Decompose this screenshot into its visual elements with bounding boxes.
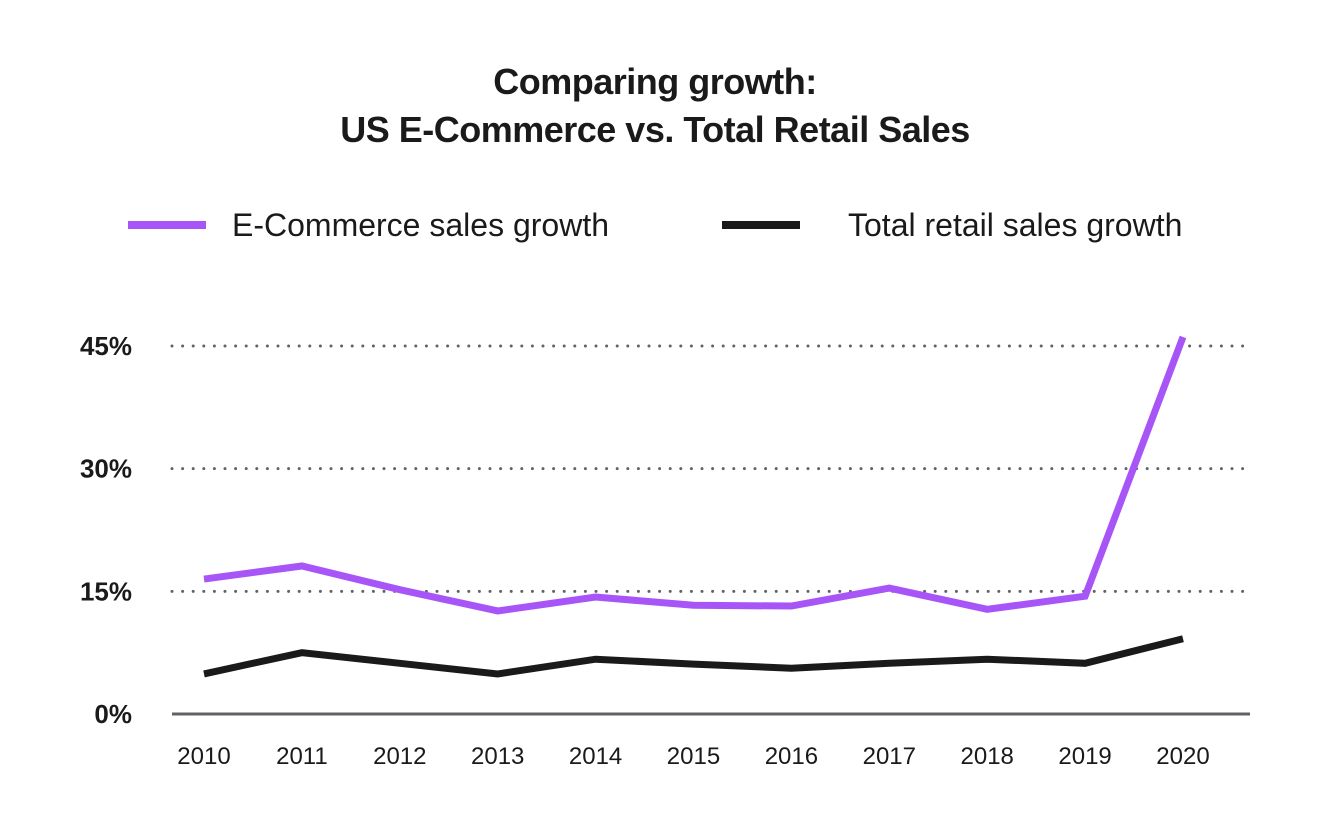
x-tick-label: 2011: [276, 743, 328, 770]
legend: E-Commerce sales growth Total retail sal…: [0, 200, 1340, 250]
chart-title-line-2: US E-Commerce vs. Total Retail Sales: [340, 109, 970, 150]
total-retail-growth-line: [203, 635, 1184, 678]
legend-label-ecommerce: E-Commerce sales growth: [232, 206, 609, 243]
chart-title: Comparing growth: US E-Commerce vs. Tota…: [0, 58, 1310, 154]
legend-item-ecommerce: E-Commerce sales growth: [128, 200, 609, 250]
x-tick-label: 2010: [177, 743, 230, 770]
ecommerce-growth-line: [203, 335, 1187, 615]
x-tick-label: 2018: [961, 743, 1014, 770]
x-tick-label: 2020: [1156, 743, 1209, 770]
x-tick-label: 2016: [765, 743, 818, 770]
x-tick-label: 2014: [569, 743, 622, 770]
legend-item-total-retail: Total retail sales growth: [722, 200, 1182, 250]
y-tick-label: 30%: [80, 454, 132, 484]
y-tick-label: 45%: [80, 331, 132, 361]
legend-swatch-ecommerce: [128, 221, 206, 229]
legend-swatch-total-retail: [722, 221, 800, 229]
y-tick-label: 15%: [80, 576, 132, 606]
x-tick-label: 2013: [471, 743, 524, 770]
legend-label-total-retail: Total retail sales growth: [848, 206, 1183, 243]
x-tick-label: 2019: [1058, 743, 1111, 770]
y-tick-label: 0%: [94, 699, 132, 729]
x-tick-label: 2015: [667, 743, 720, 770]
x-tick-label: 2017: [863, 743, 916, 770]
chart-title-line-1: Comparing growth:: [493, 61, 817, 102]
x-tick-label: 2012: [373, 743, 426, 770]
